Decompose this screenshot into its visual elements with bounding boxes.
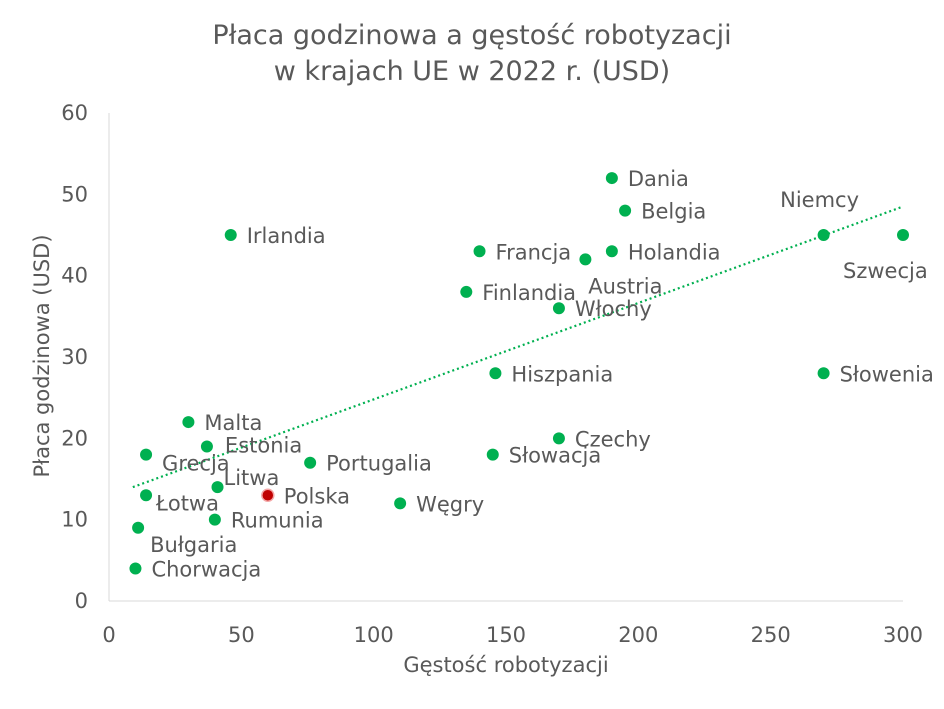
point-label: Łotwa — [155, 491, 219, 515]
data-point — [605, 172, 618, 185]
point-label: Rumunia — [231, 509, 324, 533]
data-points — [129, 172, 909, 575]
chart-title-line-2: w krajach UE w 2022 r. (USD) — [274, 56, 670, 87]
data-point — [817, 367, 830, 380]
point-label: Dania — [628, 167, 689, 191]
x-axis-ticks: 0 50 100 150 200 250 300 — [102, 623, 923, 647]
x-tick-label: 50 — [228, 623, 255, 647]
x-axis-title: Gęstość robotyzacji — [403, 653, 608, 677]
point-label: Irlandia — [247, 224, 326, 248]
point-label: Chorwacja — [151, 557, 261, 581]
point-label: Węgry — [416, 492, 484, 516]
point-label: Polska — [284, 484, 350, 508]
data-point — [182, 416, 195, 429]
data-point — [552, 302, 565, 315]
point-label: Finlandia — [482, 281, 576, 305]
point-label: Hiszpania — [511, 362, 613, 386]
point-label: Czechy — [575, 427, 651, 451]
point-label: Malta — [204, 411, 262, 435]
point-label: Słowacja — [509, 444, 601, 468]
y-axis-title: Płaca godzinowa (USD) — [30, 234, 54, 477]
data-point — [473, 245, 486, 258]
data-point — [619, 204, 632, 217]
x-tick-label: 150 — [486, 623, 526, 647]
data-point — [460, 285, 473, 298]
point-label: Szwecja — [843, 259, 928, 283]
data-point — [489, 367, 502, 380]
data-point — [140, 448, 153, 461]
y-tick-label: 50 — [61, 182, 88, 206]
y-tick-label: 30 — [61, 345, 88, 369]
y-tick-label: 60 — [61, 101, 88, 125]
data-point — [817, 229, 830, 241]
x-tick-label: 250 — [751, 623, 791, 647]
point-label: Litwa — [224, 466, 280, 490]
point-label: Austria — [588, 274, 662, 298]
point-label: Bułgaria — [150, 533, 237, 557]
data-point — [140, 489, 153, 502]
data-point — [208, 513, 221, 526]
data-point — [605, 245, 618, 258]
point-label: Belgia — [641, 200, 706, 224]
y-tick-label: 40 — [61, 264, 88, 288]
point-label: Portugalia — [326, 452, 432, 476]
data-point — [129, 562, 142, 575]
data-point — [579, 253, 592, 266]
x-tick-label: 0 — [102, 623, 115, 647]
y-axis-ticks: 0 10 20 30 40 50 60 — [61, 101, 88, 613]
data-point — [224, 229, 237, 241]
y-tick-label: 20 — [61, 426, 88, 450]
point-label: Niemcy — [780, 188, 859, 212]
trendline-group — [132, 205, 904, 489]
data-point — [897, 229, 909, 241]
point-label: Holandia — [628, 240, 721, 264]
trendline — [132, 205, 904, 489]
point-label: Słowenia — [840, 362, 934, 386]
data-point — [132, 521, 145, 534]
data-point — [486, 448, 499, 461]
data-point — [394, 497, 407, 510]
x-tick-label: 300 — [883, 623, 923, 647]
chart-title-line-1: Płaca godzinowa a gęstość robotyzacji — [212, 20, 731, 51]
data-point — [200, 440, 213, 453]
x-tick-label: 200 — [618, 623, 658, 647]
point-label: Grecja — [162, 452, 230, 476]
data-point — [261, 488, 275, 503]
y-tick-label: 0 — [75, 589, 88, 613]
y-tick-label: 10 — [61, 508, 88, 532]
point-label: Francja — [496, 240, 572, 264]
point-labels: Irlandia Dania Belgia Niemcy Szwecja Francja H… — [150, 167, 934, 581]
data-point — [304, 456, 317, 469]
point-label: Włochy — [575, 297, 652, 321]
data-point — [552, 432, 565, 445]
x-tick-label: 100 — [354, 623, 394, 647]
point-label: Estonia — [225, 433, 302, 457]
data-point — [211, 481, 224, 494]
